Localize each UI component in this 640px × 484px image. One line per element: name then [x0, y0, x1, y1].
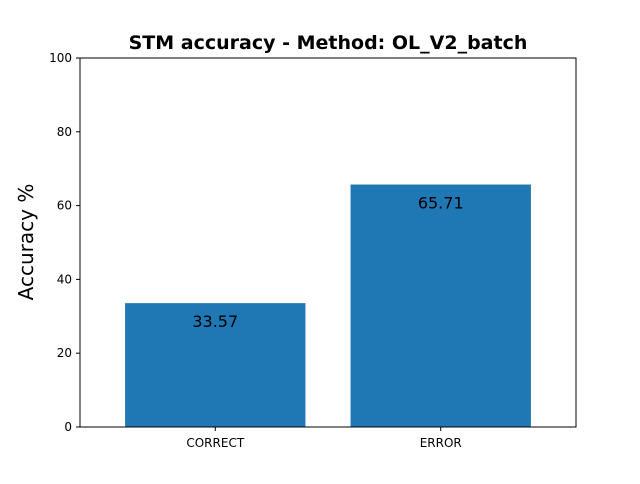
y-tick-label: 40 — [57, 272, 72, 286]
bars-layer — [125, 184, 531, 427]
y-axis-label: Accuracy % — [14, 184, 38, 301]
bar-error — [350, 184, 531, 427]
x-tick-label: ERROR — [420, 436, 462, 450]
bar-correct — [125, 303, 306, 427]
y-tick-label: 0 — [64, 420, 72, 434]
y-tick-label: 20 — [57, 346, 72, 360]
chart-title: STM accuracy - Method: OL_V2_batch — [129, 32, 528, 54]
y-axis-ticks: 0 20 40 60 80 100 — [49, 51, 80, 434]
y-tick-label: 80 — [57, 125, 72, 139]
value-label-error: 65.71 — [418, 194, 464, 213]
x-tick-label: CORRECT — [186, 436, 244, 450]
plot-frame — [79, 57, 577, 428]
y-tick-label: 100 — [49, 51, 72, 65]
value-label-correct: 33.57 — [192, 312, 238, 331]
value-labels-layer: 33.57 65.71 — [192, 194, 463, 332]
y-tick-label: 60 — [57, 199, 72, 213]
x-axis-ticks: CORRECT ERROR — [186, 427, 462, 450]
